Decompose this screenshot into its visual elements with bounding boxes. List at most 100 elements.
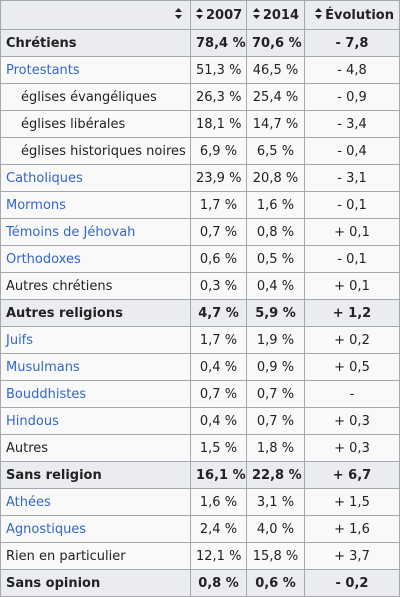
religion-link[interactable]: Bouddhistes bbox=[6, 386, 87, 402]
table-row: Bouddhistes 0,7 % 0,7 % - bbox=[0, 380, 400, 408]
religion-name-cell: Athées bbox=[0, 488, 191, 516]
religion-link[interactable]: Musulmans bbox=[6, 359, 80, 375]
religion-link[interactable]: Hindous bbox=[6, 413, 59, 429]
value-2014-cell: 15,8 % bbox=[246, 542, 305, 570]
value-2007-cell: 0,8 % bbox=[190, 569, 247, 597]
religion-name-cell: Rien en particulier bbox=[0, 542, 191, 570]
evolution-cell: - 4,8 bbox=[304, 56, 400, 84]
value-2014-cell: 0,7 % bbox=[246, 407, 305, 435]
religion-label: églises libérales bbox=[21, 116, 126, 132]
value-2014-cell: 14,7 % bbox=[246, 110, 305, 138]
value-2014-cell: 20,8 % bbox=[246, 164, 305, 192]
group-row: Chrétiens 78,4 % 70,6 % - 7,8 bbox=[0, 29, 400, 57]
table-row: Athées 1,6 % 3,1 % + 1,5 bbox=[0, 488, 400, 516]
value-2007-cell: 0,4 % bbox=[190, 353, 247, 381]
value-2007-cell: 23,9 % bbox=[190, 164, 247, 192]
sort-header-name[interactable] bbox=[0, 0, 191, 30]
table-row: Musulmans 0,4 % 0,9 % + 0,5 bbox=[0, 353, 400, 381]
sort-arrows-icon[interactable] bbox=[252, 7, 260, 23]
religion-label: Autres chrétiens bbox=[6, 278, 113, 294]
table-row: églises libérales 18,1 % 14,7 % - 3,4 bbox=[0, 110, 400, 138]
header-2007: 2007 bbox=[206, 7, 243, 23]
religion-link[interactable]: Orthodoxes bbox=[6, 251, 81, 267]
religion-label: églises évangéliques bbox=[21, 89, 157, 105]
religion-name-cell: Hindous bbox=[0, 407, 191, 435]
evolution-cell: - 0,2 bbox=[304, 569, 400, 597]
table-row: églises évangéliques 26,3 % 25,4 % - 0,9 bbox=[0, 83, 400, 111]
value-2007-cell: 0,7 % bbox=[190, 380, 247, 408]
value-2007-cell: 0,4 % bbox=[190, 407, 247, 435]
evolution-cell: + 0,3 bbox=[304, 407, 400, 435]
value-2014-cell: 70,6 % bbox=[246, 29, 305, 57]
religion-name-cell: Juifs bbox=[0, 326, 191, 354]
value-2007-cell: 2,4 % bbox=[190, 515, 247, 543]
header-evolution: Évolution bbox=[325, 7, 394, 23]
value-2014-cell: 0,7 % bbox=[246, 380, 305, 408]
header-2014: 2014 bbox=[262, 7, 299, 23]
table-row: Orthodoxes 0,6 % 0,5 % - 0,1 bbox=[0, 245, 400, 273]
religion-label: Sans religion bbox=[6, 467, 102, 483]
religion-name-cell: Orthodoxes bbox=[0, 245, 191, 273]
religion-name-cell: Autres religions bbox=[0, 299, 191, 327]
evolution-cell: + 1,6 bbox=[304, 515, 400, 543]
evolution-cell: - 3,4 bbox=[304, 110, 400, 138]
religion-label: Sans opinion bbox=[6, 575, 101, 591]
religion-name-cell: Catholiques bbox=[0, 164, 191, 192]
religion-link[interactable]: Protestants bbox=[6, 62, 80, 78]
religion-link[interactable]: Athées bbox=[6, 494, 51, 510]
sort-arrows-icon[interactable] bbox=[315, 7, 323, 23]
value-2007-cell: 4,7 % bbox=[190, 299, 247, 327]
religion-label: Rien en particulier bbox=[6, 548, 126, 564]
table-row: Autres 1,5 % 1,8 % + 0,3 bbox=[0, 434, 400, 462]
evolution-cell: + 3,7 bbox=[304, 542, 400, 570]
table-row: Juifs 1,7 % 1,9 % + 0,2 bbox=[0, 326, 400, 354]
sort-header-evolution[interactable]: Évolution bbox=[304, 0, 400, 30]
value-2007-cell: 51,3 % bbox=[190, 56, 247, 84]
header-row: 2007 2014 Évolution bbox=[0, 0, 400, 30]
religion-link[interactable]: Juifs bbox=[6, 332, 34, 348]
religion-name-cell: églises évangéliques bbox=[0, 83, 191, 111]
evolution-cell: + 6,7 bbox=[304, 461, 400, 489]
evolution-cell: + 1,2 bbox=[304, 299, 400, 327]
sort-arrows-icon[interactable] bbox=[196, 7, 203, 23]
religion-label: Autres religions bbox=[6, 305, 123, 321]
religion-name-cell: Bouddhistes bbox=[0, 380, 191, 408]
value-2007-cell: 16,1 % bbox=[190, 461, 247, 489]
sort-header-2007[interactable]: 2007 bbox=[190, 0, 247, 30]
value-2007-cell: 1,7 % bbox=[190, 326, 247, 354]
religion-link[interactable]: Agnostiques bbox=[6, 521, 87, 537]
table-row: églises historiques noires 6,9 % 6,5 % - 0,… bbox=[0, 137, 400, 165]
religion-name-cell: Mormons bbox=[0, 191, 191, 219]
value-2014-cell: 5,9 % bbox=[246, 299, 305, 327]
evolution-cell: + 1,5 bbox=[304, 488, 400, 516]
table-row: Rien en particulier 12,1 % 15,8 % + 3,7 bbox=[0, 542, 400, 570]
value-2014-cell: 1,9 % bbox=[246, 326, 305, 354]
religion-name-cell: Autres chrétiens bbox=[0, 272, 191, 300]
value-2014-cell: 4,0 % bbox=[246, 515, 305, 543]
religion-link[interactable]: Témoins de Jéhovah bbox=[6, 224, 136, 240]
religion-name-cell: Autres bbox=[0, 434, 191, 462]
religion-label: églises historiques noires bbox=[21, 143, 186, 159]
religion-link[interactable]: Catholiques bbox=[6, 170, 83, 186]
table-row: Protestants 51,3 % 46,5 % - 4,8 bbox=[0, 56, 400, 84]
value-2007-cell: 0,7 % bbox=[190, 218, 247, 246]
value-2014-cell: 0,9 % bbox=[246, 353, 305, 381]
table-row: Témoins de Jéhovah 0,7 % 0,8 % + 0,1 bbox=[0, 218, 400, 246]
evolution-cell: - 0,1 bbox=[304, 191, 400, 219]
value-2014-cell: 1,8 % bbox=[246, 434, 305, 462]
sort-header-2014[interactable]: 2014 bbox=[246, 0, 305, 30]
evolution-cell: - 3,1 bbox=[304, 164, 400, 192]
sort-arrows-icon[interactable] bbox=[175, 7, 182, 23]
evolution-cell: - bbox=[304, 380, 400, 408]
value-2014-cell: 46,5 % bbox=[246, 56, 305, 84]
religion-link[interactable]: Mormons bbox=[6, 197, 66, 213]
value-2007-cell: 1,5 % bbox=[190, 434, 247, 462]
evolution-cell: + 0,3 bbox=[304, 434, 400, 462]
evolution-cell: + 0,2 bbox=[304, 326, 400, 354]
value-2014-cell: 0,4 % bbox=[246, 272, 305, 300]
evolution-cell: - 0,4 bbox=[304, 137, 400, 165]
table-row: Hindous 0,4 % 0,7 % + 0,3 bbox=[0, 407, 400, 435]
value-2007-cell: 78,4 % bbox=[190, 29, 247, 57]
table-body: Chrétiens 78,4 % 70,6 % - 7,8 Protestants 51,… bbox=[0, 29, 400, 597]
religion-label: Chrétiens bbox=[6, 35, 77, 51]
